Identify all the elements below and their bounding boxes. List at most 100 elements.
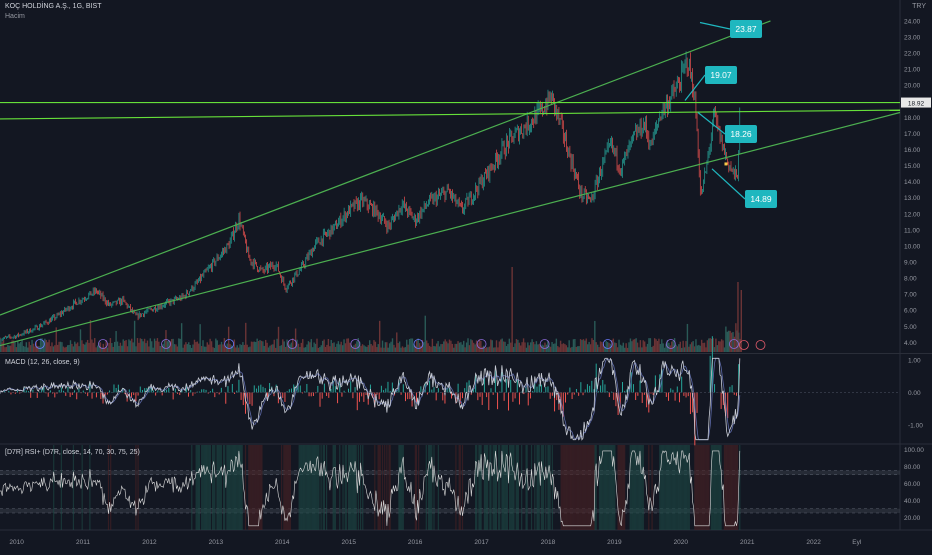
macd-tick-label: -1.00 (908, 423, 923, 430)
volume-bar (517, 339, 519, 352)
volume-bar (18, 343, 20, 352)
volume-bar (266, 342, 268, 352)
volume-bar (293, 347, 295, 352)
macd-line (0, 357, 741, 441)
volume-bar (180, 323, 183, 352)
volume-bar (438, 346, 441, 352)
volume-bar (135, 346, 137, 352)
callout-label: 18.26 (730, 129, 752, 139)
volume-bar (507, 344, 509, 352)
volume-bar (65, 346, 67, 352)
volume-bar (431, 338, 434, 352)
volume-bar (280, 345, 283, 352)
earnings-marker[interactable] (755, 340, 766, 350)
volume-bar (671, 341, 673, 352)
volume-bar (666, 340, 669, 352)
volume-bar (461, 344, 464, 352)
volume-bar (343, 339, 345, 352)
volume-bar (74, 341, 76, 352)
event-marker[interactable] (287, 339, 298, 349)
volume-bar (220, 341, 223, 352)
callout-box[interactable] (725, 125, 757, 143)
volume-bar (608, 342, 610, 352)
callout-box[interactable] (730, 20, 762, 38)
volume-bar (502, 341, 505, 352)
volume-bar (263, 345, 265, 352)
volume-bar (88, 342, 90, 352)
volume-bar (679, 341, 681, 352)
volume-bar (651, 347, 653, 352)
volume-bar (122, 339, 124, 352)
volume-bar (531, 339, 533, 352)
volume-bar (235, 347, 237, 352)
event-marker[interactable] (476, 339, 487, 349)
volume-bar (738, 332, 740, 352)
volume-bar (307, 341, 310, 352)
volume-bar (529, 342, 532, 352)
volume-bar (455, 343, 458, 352)
volume-bar (695, 339, 697, 352)
volume-bar (190, 347, 193, 352)
volume-bar (457, 341, 459, 352)
volume-bar (700, 339, 703, 352)
volume-bar (139, 338, 142, 352)
volume-bar (663, 347, 666, 352)
volume-bar (377, 344, 379, 352)
volume-bar (316, 338, 318, 352)
volume-bar (450, 340, 452, 352)
volume-bar (299, 347, 301, 352)
event-marker[interactable] (729, 339, 739, 349)
volume-bar (292, 338, 294, 352)
rsi-tick-label: 60.00 (904, 481, 921, 488)
price-tick-label: 7.00 (904, 292, 917, 299)
volume-bar (119, 342, 122, 352)
trendline[interactable] (0, 20, 771, 316)
trendline[interactable] (0, 111, 901, 347)
volume-bar (703, 342, 706, 352)
event-marker[interactable] (665, 339, 676, 349)
volume-bar (321, 340, 324, 352)
volume-bar (539, 346, 542, 352)
volume-bar (249, 346, 251, 352)
event-marker[interactable] (98, 339, 108, 349)
event-marker[interactable] (224, 339, 235, 349)
volume-bar (584, 340, 586, 352)
event-marker[interactable] (539, 339, 550, 349)
volume-bar (245, 322, 247, 352)
earnings-marker[interactable] (739, 340, 749, 350)
volume-bar (22, 345, 25, 352)
volume-bar (229, 343, 231, 352)
volume-bar (443, 341, 445, 352)
volume-bar (467, 338, 469, 352)
event-marker[interactable] (602, 339, 613, 349)
callout-box[interactable] (705, 66, 737, 84)
event-marker[interactable] (161, 339, 171, 349)
time-tick-label: 2021 (740, 539, 755, 546)
volume-bar (341, 345, 344, 352)
price-tick-label: 21.00 (904, 67, 921, 74)
volume-bar (547, 340, 549, 352)
event-marker[interactable] (413, 339, 424, 349)
callout-box[interactable] (745, 190, 777, 208)
trendline[interactable] (0, 109, 901, 120)
volume-bar (200, 346, 203, 352)
volume-bar (25, 342, 28, 352)
volume-bar (430, 346, 432, 352)
event-marker[interactable] (350, 339, 361, 349)
volume-bar (277, 326, 280, 352)
volume-bar (425, 340, 428, 352)
volume-bar (416, 340, 418, 352)
volume-bar (334, 346, 337, 352)
volume-bar (78, 346, 80, 352)
volume-bar (5, 346, 8, 352)
time-tick-label: 2018 (541, 539, 556, 546)
volume-bar (505, 346, 508, 352)
volume-bar (653, 338, 656, 352)
volume-bar (253, 341, 256, 352)
volume-bar (555, 338, 558, 352)
event-marker[interactable] (34, 339, 45, 349)
price-tick-label: 6.00 (904, 308, 917, 315)
volume-bar (616, 347, 619, 352)
